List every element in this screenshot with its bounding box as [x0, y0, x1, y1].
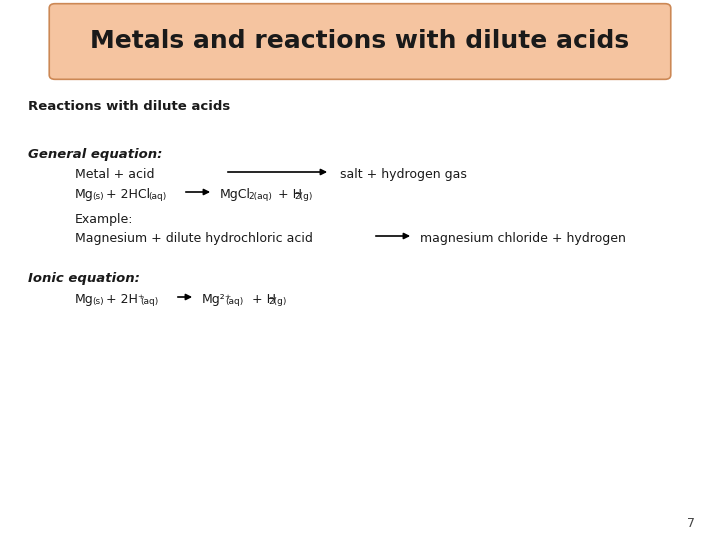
- Text: Reactions with dilute acids: Reactions with dilute acids: [28, 100, 230, 113]
- Text: 2(g): 2(g): [294, 192, 312, 201]
- Text: Mg²⁺: Mg²⁺: [202, 293, 233, 306]
- Text: (aq): (aq): [225, 297, 243, 306]
- Text: Metal + acid: Metal + acid: [75, 168, 155, 181]
- Text: + 2HCl: + 2HCl: [106, 188, 150, 201]
- Text: 7: 7: [687, 517, 695, 530]
- Text: 2(aq): 2(aq): [248, 192, 272, 201]
- Text: + H: + H: [278, 188, 302, 201]
- Text: Metals and reactions with dilute acids: Metals and reactions with dilute acids: [91, 30, 629, 53]
- Text: General equation:: General equation:: [28, 148, 163, 161]
- Text: 2(g): 2(g): [268, 297, 287, 306]
- Text: (s): (s): [92, 297, 104, 306]
- Text: Magnesium + dilute hydrochloric acid: Magnesium + dilute hydrochloric acid: [75, 232, 313, 245]
- Text: magnesium chloride + hydrogen: magnesium chloride + hydrogen: [420, 232, 626, 245]
- Text: (aq): (aq): [140, 297, 158, 306]
- Text: + 2H⁺: + 2H⁺: [106, 293, 145, 306]
- Text: Mg: Mg: [75, 293, 94, 306]
- Text: Mg: Mg: [75, 188, 94, 201]
- Text: Ionic equation:: Ionic equation:: [28, 272, 140, 285]
- Text: salt + hydrogen gas: salt + hydrogen gas: [340, 168, 467, 181]
- Text: (aq): (aq): [148, 192, 166, 201]
- Text: MgCl: MgCl: [220, 188, 251, 201]
- Text: Example:: Example:: [75, 213, 133, 226]
- Text: (s): (s): [92, 192, 104, 201]
- Text: + H: + H: [252, 293, 276, 306]
